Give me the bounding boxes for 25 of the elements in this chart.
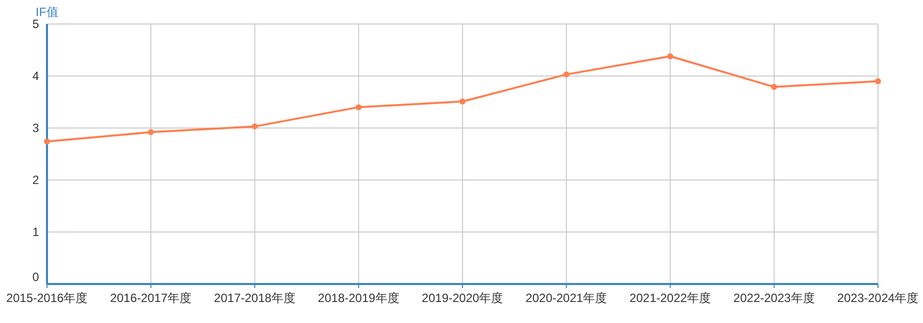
point — [44, 138, 50, 145]
y-tick-label: 3 — [32, 121, 40, 135]
x-tick-label: 2015-2016年度 — [6, 291, 88, 305]
y-tick-label: 0 — [32, 270, 40, 284]
x-tick-label: 2016-2017年度 — [110, 291, 192, 305]
x-tick-label: 2021-2022年度 — [630, 291, 711, 305]
point — [771, 84, 778, 90]
y-tick-label: 2 — [32, 173, 40, 187]
point — [563, 71, 570, 78]
point — [667, 53, 674, 60]
x-tick-label: 2023-2024年度 — [837, 291, 919, 305]
point — [148, 129, 154, 136]
x-tick-label: 2019-2020年度 — [422, 291, 504, 305]
point — [252, 123, 258, 130]
y-tick-label: 4 — [32, 69, 40, 83]
point — [460, 98, 466, 104]
y-tick-label: 1 — [32, 225, 40, 239]
x-tick-label: 2020-2021年度 — [526, 291, 608, 305]
x-tick-label: 2022-2023年度 — [733, 291, 815, 305]
point — [356, 104, 362, 110]
x-tick-label: 2017-2018年度 — [214, 291, 296, 305]
y-tick-label: 5 — [32, 17, 40, 31]
y-axis-title: IF值 — [36, 5, 58, 19]
x-tick-label: 2018-2019年度 — [318, 291, 400, 305]
point — [875, 78, 881, 84]
